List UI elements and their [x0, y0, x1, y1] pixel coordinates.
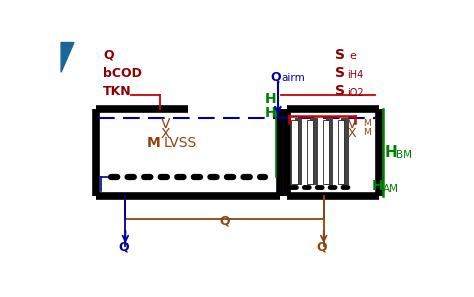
- Text: LVSS: LVSS: [164, 136, 197, 150]
- Polygon shape: [61, 42, 74, 72]
- Bar: [292, 120, 298, 184]
- Text: Q: Q: [316, 241, 327, 254]
- Text: AM: AM: [383, 184, 399, 194]
- Text: X: X: [348, 127, 356, 140]
- Text: M: M: [146, 136, 160, 150]
- Text: Q: Q: [118, 241, 128, 254]
- Text: e: e: [349, 50, 356, 61]
- Text: H: H: [384, 145, 397, 160]
- Text: H: H: [264, 92, 276, 106]
- Text: airm: airm: [282, 73, 305, 83]
- Text: M: M: [363, 128, 371, 137]
- Bar: [310, 118, 318, 185]
- Text: V: V: [348, 118, 356, 131]
- Text: iH4: iH4: [347, 70, 364, 80]
- Text: Q: Q: [219, 214, 230, 227]
- Text: S: S: [335, 48, 345, 61]
- Text: iO2: iO2: [347, 88, 364, 98]
- Text: BM: BM: [396, 150, 412, 159]
- Text: TKN: TKN: [103, 85, 132, 98]
- Bar: [323, 120, 329, 184]
- Text: S: S: [335, 66, 345, 80]
- Text: Q: Q: [103, 48, 114, 61]
- Bar: [307, 120, 313, 184]
- Text: M: M: [363, 119, 371, 128]
- Bar: [326, 118, 333, 185]
- Text: X: X: [161, 127, 171, 140]
- Text: H: H: [372, 179, 383, 193]
- Text: S: S: [335, 84, 345, 98]
- Bar: [338, 120, 345, 184]
- Text: H: H: [264, 106, 276, 120]
- Bar: [295, 118, 302, 185]
- Text: Q: Q: [271, 71, 281, 84]
- Text: V: V: [161, 117, 171, 131]
- Bar: [341, 118, 349, 185]
- Text: bCOD: bCOD: [103, 67, 142, 80]
